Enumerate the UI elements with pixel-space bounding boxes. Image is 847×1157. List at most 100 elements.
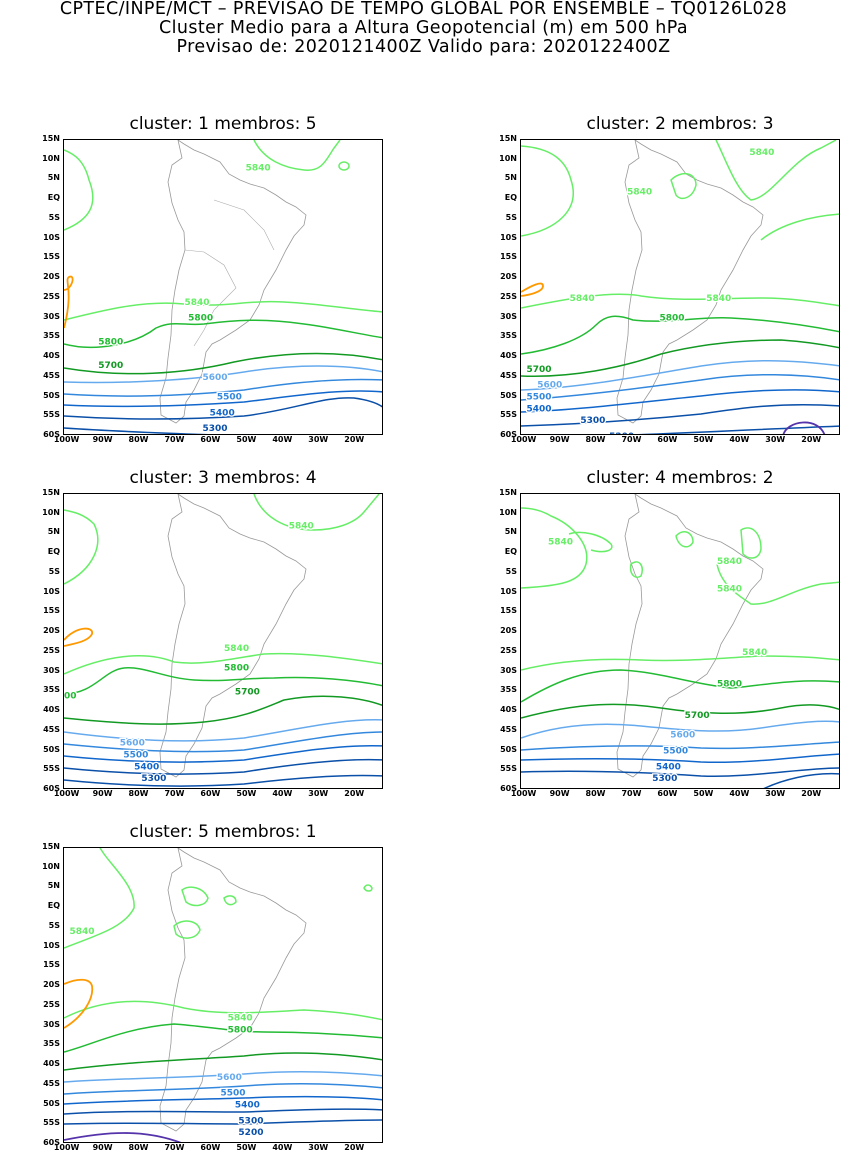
latitude-tick-label: EQ xyxy=(47,547,60,557)
contour-label: 5300 xyxy=(238,1116,263,1126)
latitude-tick-label: 5S xyxy=(48,920,60,930)
latitude-tick-label: 60S xyxy=(500,430,517,439)
longitude-tick-label: 40W xyxy=(272,435,293,444)
longitude-tick-label: 20W xyxy=(801,789,822,798)
latitude-tick-label: 15N xyxy=(42,134,60,143)
latitude-tick-label: 5S xyxy=(48,566,60,576)
latitude-tick-label: 15S xyxy=(43,960,60,970)
coastline xyxy=(616,494,764,778)
latitude-tick-label: 10N xyxy=(499,507,517,517)
longitude-tick-label: 20W xyxy=(344,1143,365,1152)
latitude-tick-label: 45S xyxy=(43,724,60,734)
header-line-1: CPTEC/INPE/MCT – PREVISAO DE TEMPO GLOBA… xyxy=(59,0,788,19)
latitude-tick-label: 20S xyxy=(43,272,60,282)
contour-label: 5400 xyxy=(235,1101,260,1111)
contour-label: 5600 xyxy=(120,739,145,749)
longitude-tick-label: 70W xyxy=(164,1143,185,1152)
longitude-tick-label: 70W xyxy=(164,435,185,444)
contour-label: 5500 xyxy=(220,1089,245,1099)
longitude-tick-label: 30W xyxy=(765,789,786,798)
contours xyxy=(64,140,382,434)
contour-label: 5300 xyxy=(202,424,227,434)
longitude-tick-label: 90W xyxy=(549,789,570,798)
contour-label: 5800 xyxy=(64,691,77,701)
latitude-tick-label: 50S xyxy=(43,390,60,400)
latitude-tick-label: 40S xyxy=(500,705,517,715)
figure-header: CPTEC/INPE/MCT – PREVISAO DE TEMPO GLOBA… xyxy=(0,0,847,57)
latitude-tick-label: 15S xyxy=(43,252,60,262)
coastline xyxy=(159,140,307,424)
contour-label: 5600 xyxy=(217,1073,242,1083)
longitude-tick-label: 100W xyxy=(53,1143,80,1152)
longitude-tick-label: 30W xyxy=(308,435,329,444)
latitude-tick-label: 5N xyxy=(504,527,517,537)
latitude-tick-label: 20S xyxy=(500,626,517,636)
longitude-tick-label: 50W xyxy=(236,789,257,798)
latitude-tick-label: 35S xyxy=(500,685,517,695)
contour-labels: 5840 5840 5800 5600 5500 5400 5300 5200 xyxy=(68,926,265,1140)
coastline xyxy=(159,494,307,778)
contour-label: 5700 xyxy=(235,687,260,697)
latitude-tick-label: 45S xyxy=(500,370,517,380)
contour-label: 5800 xyxy=(228,1026,253,1036)
contour-label: 5840 xyxy=(246,164,271,174)
contour-label: 5840 xyxy=(706,294,731,304)
contour-label: 5200 xyxy=(609,432,634,435)
longitude-tick-label: 60W xyxy=(657,789,678,798)
latitude-tick-label: 60S xyxy=(500,784,517,793)
latitude-tick-label: EQ xyxy=(504,547,517,557)
panel-4-map: 5840 5840 5840 5840 5800 5700 5600 5500 5400 5300 xyxy=(520,493,840,789)
longitude-tick-label: 30W xyxy=(765,435,786,444)
contour-label: 5400 xyxy=(134,762,159,772)
latitude-tick-label: 10S xyxy=(43,586,60,596)
longitude-tick-label: 90W xyxy=(549,435,570,444)
coastline xyxy=(616,140,764,424)
contour-label: 5800 xyxy=(659,314,684,324)
latitude-tick-label: 55S xyxy=(500,410,517,420)
contour-label: 5800 xyxy=(188,314,213,324)
panel-5-svg: 5840 5840 5800 5600 5500 5400 5300 5200 xyxy=(64,848,382,1142)
contour-label: 5840 xyxy=(228,1014,253,1024)
longitude-tick-label: 70W xyxy=(164,789,185,798)
latitude-tick-label: 5N xyxy=(504,173,517,183)
latitude-tick-label: 55S xyxy=(43,1118,60,1128)
latitude-tick-label: 15S xyxy=(500,606,517,616)
header-line-3: Previsao de: 2020121400Z Valido para: 20… xyxy=(176,37,671,57)
panel-5-map: 5840 5840 5800 5600 5500 5400 5300 5200 xyxy=(63,847,383,1143)
contour-label: 5840 xyxy=(289,522,314,532)
latitude-tick-label: EQ xyxy=(47,901,60,911)
longitude-tick-label: 60W xyxy=(657,435,678,444)
contours xyxy=(521,140,839,434)
contour-label: 5840 xyxy=(570,294,595,304)
latitude-tick-label: 45S xyxy=(43,370,60,380)
longitude-tick-label: 20W xyxy=(344,435,365,444)
latitude-tick-label: 10N xyxy=(42,153,60,163)
contour-label: 5840 xyxy=(717,557,742,567)
latitude-tick-label: 45S xyxy=(43,1078,60,1088)
latitude-tick-label: 15S xyxy=(500,252,517,262)
latitude-tick-label: 30S xyxy=(43,311,60,321)
contour-label: 5840 xyxy=(749,148,774,158)
longitude-tick-label: 90W xyxy=(92,789,113,798)
contour-label: 5200 xyxy=(238,1128,263,1138)
contour-label: 5400 xyxy=(656,762,681,772)
longitude-tick-label: 100W xyxy=(53,435,80,444)
panel-2-map: 5840 5840 5840 5840 5800 5700 5600 5500 5400 5300… xyxy=(520,139,840,435)
longitude-tick-label: 40W xyxy=(272,789,293,798)
contour-label: 5500 xyxy=(123,750,148,760)
latitude-tick-label: 25S xyxy=(500,291,517,301)
contour-labels: 5840 5840 5840 5840 5800 5700 5600 5500 5400 5300 xyxy=(547,536,769,785)
latitude-tick-label: 10S xyxy=(500,232,517,242)
longitude-tick-label: 30W xyxy=(308,1143,329,1152)
latitude-tick-label: 10N xyxy=(42,507,60,517)
latitude-tick-label: 5N xyxy=(47,173,60,183)
longitude-tick-label: 70W xyxy=(621,789,642,798)
latitude-tick-label: 15N xyxy=(42,488,60,497)
latitude-tick-label: 15N xyxy=(42,842,60,851)
